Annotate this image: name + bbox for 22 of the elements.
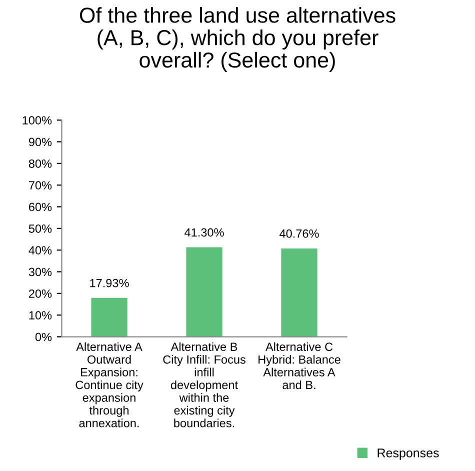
- y-tick-label: 30%: [28, 268, 52, 276]
- bar: [281, 248, 318, 337]
- legend-label: Responses: [378, 448, 439, 460]
- bar: [186, 247, 222, 337]
- x-tick-label: Alternative B City Infill: Focus infill development within the existing city boundaries.: [163, 342, 246, 428]
- chart-title: Of the three land use alternatives (A, B, C), which do you prefer overall? (Select one): [80, 7, 396, 72]
- x-tick-label: Alternative A Outward Expansion: Continue city expansion through annexation.: [76, 342, 144, 428]
- data-label: 40.76%: [280, 229, 319, 238]
- y-tick-label: 10%: [29, 311, 52, 320]
- y-tick-label: 70%: [29, 181, 52, 190]
- y-tick-label: 50%: [28, 224, 52, 233]
- bar: [91, 298, 128, 337]
- y-tick-label: 80%: [28, 159, 52, 168]
- y-tick-label: 60%: [29, 202, 52, 212]
- x-tick-label: Alternative C Hybrid: Balance Alternatives A and B.: [258, 342, 340, 390]
- y-tick-label: 20%: [28, 289, 52, 298]
- y-tick-label: 40%: [28, 246, 52, 254]
- y-tick-label: 0%: [35, 332, 52, 342]
- y-tick-label: 90%: [28, 138, 52, 146]
- data-label: 17.93%: [90, 278, 129, 288]
- data-label: 41.30%: [184, 228, 224, 237]
- y-tick-label: 100%: [22, 116, 52, 124]
